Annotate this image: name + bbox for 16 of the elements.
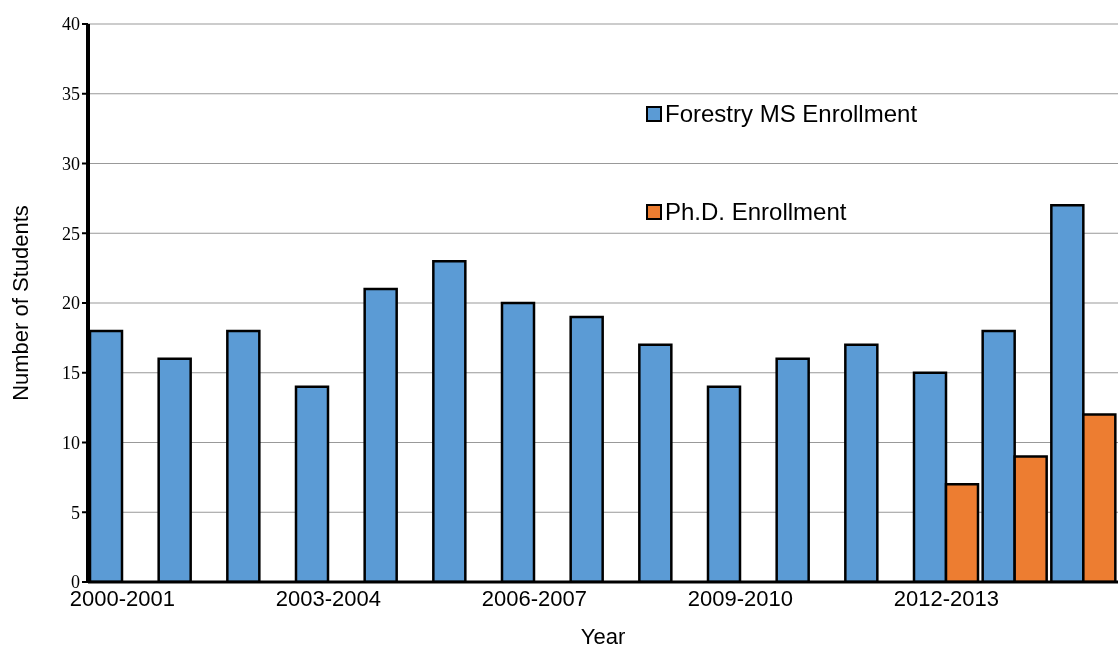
y-tick-label: 20 [62,293,80,314]
x-tick-label: 2012-2013 [893,585,999,611]
y-tick-label: 10 [62,432,80,453]
y-tick-label: 40 [62,14,80,35]
y-axis-title: Number of Students [7,205,33,401]
x-tick-label: 2006-2007 [481,585,587,611]
y-tick-label: 25 [62,223,80,244]
y-tick-label: 15 [62,363,80,384]
y-tick-label: 35 [62,84,80,105]
legend-label: Forestry MS Enrollment [665,100,918,128]
x-axis-title: Year [580,624,626,649]
y-tick-label: 5 [71,502,80,523]
legend-label: Ph.D. Enrollment [665,198,847,226]
y-tick-label: 30 [62,153,80,174]
x-tick-label: 2003-2004 [275,585,381,611]
x-tick-label: 2009-2010 [687,585,793,611]
